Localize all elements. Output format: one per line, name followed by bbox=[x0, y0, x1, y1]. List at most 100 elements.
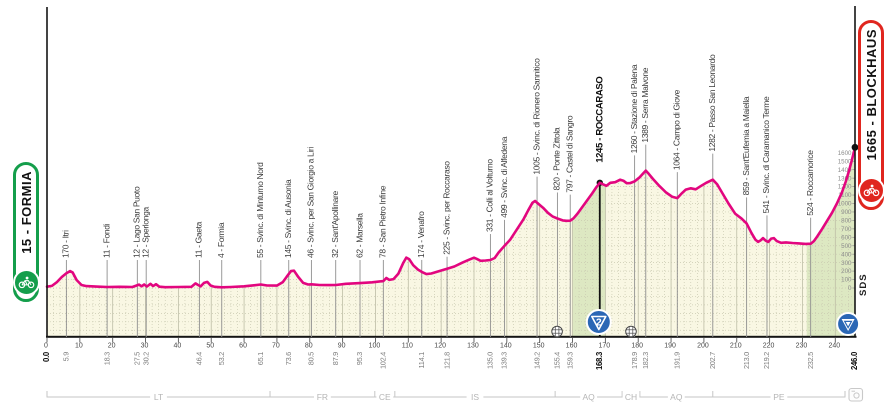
km-major-tick-label: 80 bbox=[305, 343, 313, 350]
elevation-scale: 0100200300400500600700800900100011001200… bbox=[838, 150, 855, 292]
elevation-tick-label: 0 bbox=[848, 285, 852, 292]
province-label: CE bbox=[379, 392, 391, 402]
km-major-tick-label: 150 bbox=[533, 343, 545, 350]
waypoint-label: 174 - Venafro bbox=[416, 211, 426, 258]
elevation-tick-label: 500 bbox=[841, 243, 852, 250]
km-label: 159.3 bbox=[565, 352, 574, 369]
waypoint: 12 - Sperlonga bbox=[140, 207, 150, 337]
km-major-tick-label: 130 bbox=[467, 343, 479, 350]
km-label: 0.0 bbox=[42, 351, 51, 362]
elevation-tick-label: 1000 bbox=[838, 201, 852, 208]
waypoint-label: 331 - Colli al Volturno bbox=[485, 159, 495, 232]
km-major-tick-label: 60 bbox=[239, 343, 247, 350]
feed-zone-icon bbox=[551, 325, 563, 338]
elevation-tick-label: 400 bbox=[841, 251, 852, 258]
elevation-tick-label: 1500 bbox=[838, 158, 852, 165]
km-label: 213.0 bbox=[742, 352, 751, 369]
finish-summit-dot bbox=[851, 143, 859, 151]
km-major-tick-label: 120 bbox=[434, 343, 446, 350]
km-label: 135.0 bbox=[486, 352, 495, 369]
km-major-tick-label: 40 bbox=[173, 343, 181, 350]
km-major-tick-label: 20 bbox=[108, 343, 116, 350]
waypoint-label: 820 - Ponte Zittola bbox=[552, 127, 562, 190]
province-label: IS bbox=[471, 392, 479, 402]
waypoint: 11 - Fondi bbox=[101, 223, 111, 337]
elevation-tick-label: 700 bbox=[841, 226, 852, 233]
km-major-tick-label: 210 bbox=[730, 343, 742, 350]
km-major-tick-label: 160 bbox=[566, 343, 578, 350]
km-major-tick-label: 90 bbox=[338, 343, 346, 350]
province-label: PE bbox=[773, 392, 785, 402]
elevation-profile bbox=[45, 146, 857, 289]
km-label: 114.1 bbox=[417, 352, 426, 369]
gpm-category-badge: 2 bbox=[585, 309, 612, 335]
province-label: FR bbox=[317, 392, 328, 402]
km-major-tick-label: 190 bbox=[664, 343, 676, 350]
cyclist-icon bbox=[12, 269, 40, 296]
waypoint-label: 46 - Svinc. per San Giorgio a Liri bbox=[306, 147, 316, 258]
km-label: 191.9 bbox=[673, 352, 682, 369]
km-major-tick-label: 70 bbox=[272, 343, 280, 350]
waypoint-label: 524 - Roccamorice bbox=[805, 150, 815, 216]
km-label: 87.9 bbox=[331, 352, 340, 365]
km-axis: 0 10 20 30 40 50 60 70 80 90 100 110 120 130 140 150 160… bbox=[44, 335, 857, 350]
province-label: AQ bbox=[670, 392, 683, 402]
km-label: 149.2 bbox=[532, 352, 541, 369]
waypoint-labels: 170 - Itri 11 - Fondi 12 - Lago San Puoto1… bbox=[61, 54, 815, 337]
waypoint-label: 12 - Lago San Puoto bbox=[132, 186, 142, 258]
waypoint-label: 145 - Svinc. di Ausonia bbox=[283, 179, 293, 258]
waypoint: 1282 - Passo San Leonardo bbox=[707, 54, 717, 337]
waypoint: 499 - Svinc. di Alfedena bbox=[499, 136, 509, 337]
elevation-tick-label: 600 bbox=[841, 234, 852, 241]
waypoint-label: 1389 - Serra Malvone bbox=[640, 67, 650, 142]
km-label: 53.2 bbox=[217, 352, 226, 365]
waypoint: 859 - Sant'Eufemia a Maiella bbox=[741, 96, 751, 337]
waypoint-label: 1282 - Passo San Leonardo bbox=[707, 54, 717, 152]
waypoint-label: 1005 - Svinc. di Rionero Sannitico bbox=[531, 58, 541, 175]
waypoint: 11 - Gaeta bbox=[194, 221, 204, 337]
km-major-tick-label: 100 bbox=[369, 343, 381, 350]
elevation-tick-label: 900 bbox=[841, 209, 852, 216]
waypoint-label: 11 - Fondi bbox=[101, 223, 111, 258]
province-label: CH bbox=[625, 392, 637, 402]
feed-zone-icon bbox=[625, 325, 637, 338]
km-label: 73.6 bbox=[284, 352, 293, 365]
waypoint: 62 - Marsella bbox=[354, 213, 364, 337]
km-label: 182.3 bbox=[641, 352, 650, 369]
gpm-category-number: 2 bbox=[596, 317, 602, 329]
waypoint-label: 1064 - Campo di Giove bbox=[672, 89, 682, 170]
waypoint: 4 - Formia bbox=[216, 222, 226, 337]
waypoint: 32 - Sant'Apollinare bbox=[330, 190, 340, 337]
elevation-tick-label: 1300 bbox=[838, 175, 852, 182]
km-major-tick-label: 240 bbox=[828, 343, 840, 350]
km-label: 168.3 bbox=[595, 351, 604, 370]
waypoint: 225 - Svinc. per Roccaraso bbox=[441, 161, 451, 337]
waypoint: 46 - Svinc. per San Giorgio a Liri bbox=[306, 147, 316, 337]
waypoint-label: 225 - Svinc. per Roccaraso bbox=[441, 161, 451, 255]
waypoint-label: 12 - Sperlonga bbox=[140, 207, 150, 258]
waypoint: 524 - Roccamorice bbox=[805, 150, 815, 337]
km-major-tick-label: 220 bbox=[763, 343, 775, 350]
waypoint: 1064 - Campo di Giove bbox=[672, 89, 682, 337]
waypoint-label: 170 - Itri bbox=[61, 230, 71, 258]
province-brackets: LT FR CE IS AQ CH AQ PE bbox=[46, 391, 846, 402]
start-finish-lines bbox=[46, 6, 859, 337]
waypoint: 55 - Svinc. di Minturno Nord bbox=[255, 162, 265, 337]
waypoint: 797 - Castel di Sangro bbox=[564, 115, 574, 337]
start-town-badge: 15 - FORMIA bbox=[12, 162, 40, 302]
route-markers: 2 bbox=[551, 309, 861, 338]
cyclist-icon bbox=[857, 177, 885, 204]
elevation-tick-label: 1400 bbox=[838, 167, 852, 174]
waypoint: 1260 - Stazione di Palena bbox=[629, 64, 639, 337]
km-major-tick-label: 30 bbox=[141, 343, 149, 350]
elevation-tick-label: 200 bbox=[841, 268, 852, 275]
waypoint-label: 499 - Svinc. di Alfedena bbox=[499, 136, 509, 218]
waypoint-label: 78 - San Pietro Infine bbox=[378, 185, 388, 258]
elevation-tick-label: 800 bbox=[841, 218, 852, 225]
elevation-tick-label: 100 bbox=[841, 277, 852, 284]
elevation-tick-label: 1100 bbox=[838, 192, 852, 199]
waypoint-label: 32 - Sant'Apollinare bbox=[330, 190, 340, 258]
waypoint-label: 11 - Gaeta bbox=[194, 221, 204, 258]
